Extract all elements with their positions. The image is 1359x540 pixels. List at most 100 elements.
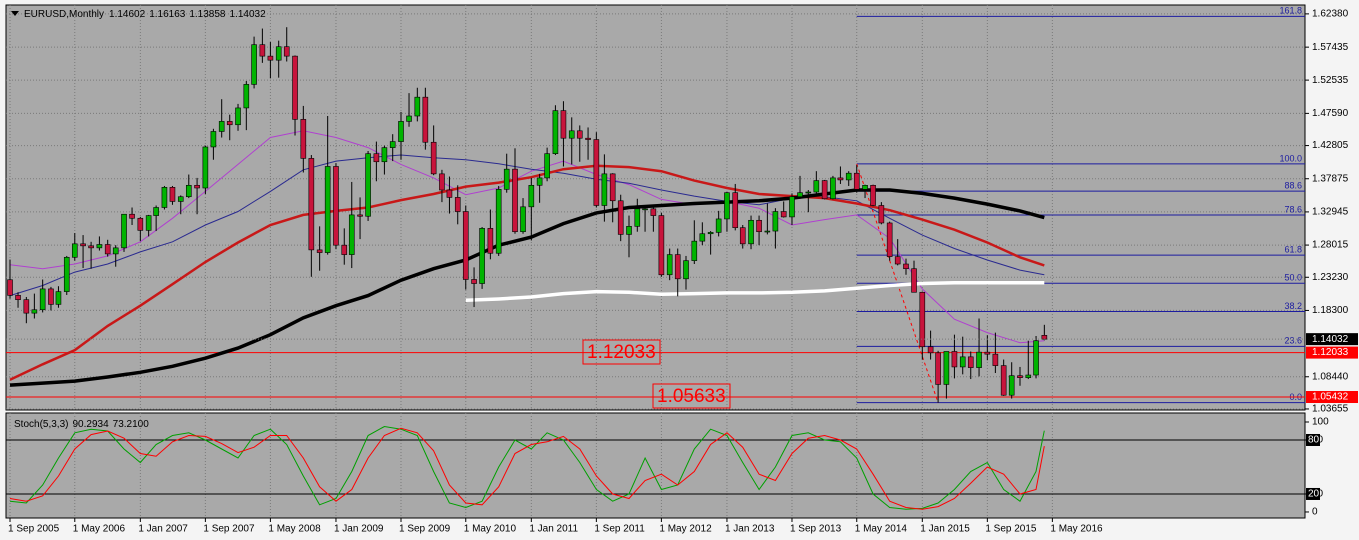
candle-body — [789, 196, 795, 218]
candle-body — [251, 44, 257, 85]
candle-body — [813, 180, 820, 193]
candle-body — [780, 211, 787, 218]
level-tag-label: 80 — [1308, 435, 1320, 446]
candle-body — [634, 208, 641, 227]
candle-body — [292, 55, 298, 120]
annotation-box — [652, 383, 731, 409]
candle-body — [153, 207, 159, 216]
x-tick-label: 1 May 2008 — [268, 524, 321, 535]
candle-body — [161, 187, 168, 208]
candle-body — [454, 197, 461, 212]
fibo-label: 161.8 — [1279, 6, 1302, 16]
fibo-label: 78.6 — [1284, 204, 1302, 214]
moving-average — [9, 130, 1045, 344]
x-tick-label: 1 Sep 2009 — [399, 524, 451, 535]
candle-body — [406, 115, 412, 122]
candle-body — [210, 131, 217, 148]
candle-body — [381, 147, 388, 163]
candle-body — [88, 245, 94, 249]
candle-body — [576, 130, 583, 139]
candle-body — [748, 219, 754, 245]
candle-body — [48, 288, 54, 305]
x-tick-label: 1 Sep 2011 — [594, 524, 645, 535]
candle-body — [609, 173, 616, 202]
candle-body — [658, 215, 665, 276]
candle-body — [568, 130, 575, 139]
candle-body — [430, 141, 437, 175]
candle-body — [724, 192, 730, 220]
candle-body — [226, 121, 233, 126]
candle-body — [71, 243, 78, 258]
candle-body — [894, 256, 901, 265]
candle-body — [137, 217, 144, 231]
candle-body — [177, 196, 184, 202]
k-value: 90.2934 — [72, 419, 109, 430]
candle-body — [707, 232, 714, 235]
candle-body — [479, 228, 485, 284]
y-tick-label: 1.23230 — [1312, 272, 1349, 283]
candle-body — [878, 205, 885, 224]
x-tick-label: 1 Jan 2011 — [529, 524, 578, 535]
candle-body — [837, 177, 844, 181]
stochastic-header: Stoch(5,3,3) 90.2934 73.2100 — [14, 419, 149, 430]
y-tick-label: 1.62380 — [1312, 9, 1349, 20]
candle-body — [96, 244, 103, 249]
candle-body — [218, 121, 225, 132]
x-tick-label: 1 Jan 2013 — [725, 524, 775, 535]
y-tick-label: 1.42805 — [1312, 140, 1349, 151]
candle-body — [699, 233, 706, 242]
x-tick-label: 1 May 2006 — [73, 524, 126, 535]
menu-arrow[interactable] — [11, 11, 19, 16]
y-tick-label: 1.08440 — [1312, 371, 1349, 382]
candle-body — [691, 240, 698, 261]
current-price-tag — [1306, 333, 1358, 346]
price-tag-label: 1.12033 — [1312, 347, 1349, 358]
candle-body — [446, 189, 453, 198]
annotation: 1.12033 — [587, 342, 656, 363]
y-tick-label: 1.52535 — [1312, 75, 1349, 86]
level-tag — [1306, 487, 1320, 500]
candle-body — [805, 191, 812, 194]
candle-body — [984, 351, 991, 355]
candle-body — [471, 279, 477, 284]
candle-body — [389, 141, 396, 148]
candle-body — [797, 192, 803, 198]
candle-body — [512, 168, 518, 233]
level-tag-label: 20 — [1308, 489, 1320, 500]
x-tick-label: 1 Jan 2009 — [334, 524, 384, 535]
candle-body — [520, 206, 526, 233]
candle-body — [642, 208, 648, 211]
y-tick-label: 1.03655 — [1312, 404, 1349, 415]
candle-body — [959, 356, 966, 368]
candle-body — [951, 351, 958, 368]
y-tick-label: 0 — [1312, 507, 1318, 518]
candle-body — [112, 247, 119, 255]
x-tick-label: 1 May 2012 — [659, 524, 712, 535]
candle-body — [911, 268, 917, 293]
candle-body — [1000, 365, 1007, 396]
moving-average — [465, 281, 1045, 303]
candle-body — [333, 166, 339, 246]
candle-body — [715, 218, 722, 233]
x-tick-label: 1 Jan 2007 — [138, 524, 188, 535]
y-tick-label: 1.37875 — [1312, 173, 1349, 184]
y-tick-label: 1.18300 — [1312, 305, 1349, 316]
candle-body — [739, 227, 746, 245]
candle-body — [15, 295, 21, 300]
candle-body — [324, 166, 331, 253]
stochastic-line — [9, 427, 1045, 510]
candle-body — [1041, 335, 1048, 340]
candle-body — [365, 153, 371, 217]
chart-header: EURUSD,Monthly 1.14602 1.16163 1.13858 1.140… — [24, 9, 266, 20]
candle-body — [886, 222, 893, 257]
candle-body — [308, 158, 315, 251]
fibo-label: 61.8 — [1284, 244, 1302, 254]
candle-body — [495, 189, 502, 254]
candle-body — [422, 96, 429, 143]
symbol: EURUSD,Monthly — [24, 9, 104, 20]
candle-body — [185, 184, 192, 198]
candle-body — [1025, 374, 1032, 379]
candle-body — [536, 177, 543, 186]
candle-body — [870, 184, 876, 206]
